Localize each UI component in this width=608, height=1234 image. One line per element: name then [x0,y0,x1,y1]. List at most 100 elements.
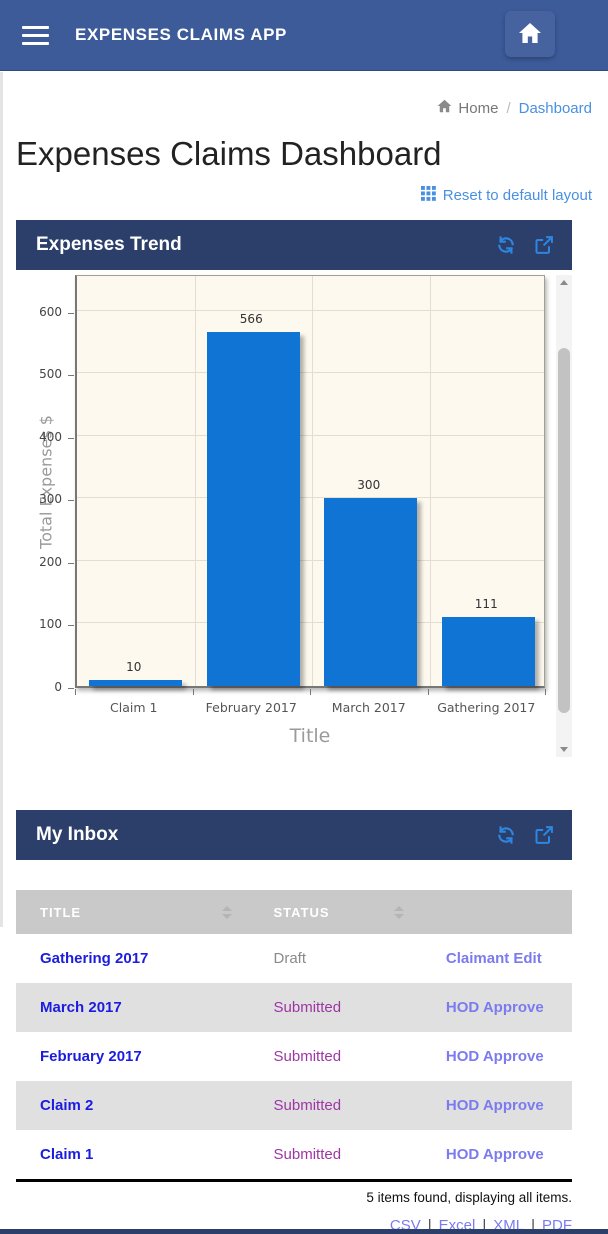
home-icon [437,99,452,117]
chart-gridline [77,622,544,624]
table-end-divider [16,1179,572,1182]
chart-plot-area [75,275,545,688]
chart-gridline [77,434,544,436]
x-category-label: February 2017 [205,700,297,715]
table-row: Gathering 2017 Draft Claimant Edit [16,934,572,983]
expenses-trend-title: Expenses Trend [36,234,182,255]
chart-gridline [77,559,544,561]
expenses-trend-chart: Total Expenses $ Title 0 100 200 300 400 500 6… [16,270,572,770]
workflow-action-link[interactable]: Claimant Edit [445,950,542,967]
table-row: Claim 1 Submitted HOD Approve [16,1130,572,1179]
x-category-label: Gathering 2017 [437,700,536,715]
y-tick-mark [68,437,74,439]
y-tick-label: 400 [39,429,62,444]
bar-value-label: 10 [126,659,142,674]
my-inbox-header: My Inbox [16,810,572,860]
claim-title-link[interactable]: March 2017 [40,999,122,1016]
sort-icon[interactable] [393,905,404,919]
scrollbar-thumb[interactable] [558,348,570,713]
y-tick-label: 200 [39,554,62,569]
export-separator: | [482,1217,487,1234]
inbox-table-body: Gathering 2017 Draft Claimant Edit March… [16,934,572,1179]
y-tick-mark [68,312,74,314]
status-badge: Draft [273,950,307,967]
y-tick-label: 0 [54,680,62,694]
chart-scrollbar[interactable] [556,275,572,757]
x-tick-mark [427,689,429,695]
refresh-icon[interactable] [496,235,516,255]
reset-layout-label: Reset to default layout [442,186,592,204]
claim-title-link[interactable]: Claim 1 [40,1146,94,1163]
status-badge: Submitted [273,1146,342,1163]
y-tick-mark [68,688,74,689]
y-tick-label: 500 [39,367,62,382]
bar-gathering-2017[interactable] [441,616,535,686]
chart-gridline [429,276,431,686]
chart-gridline [77,372,544,374]
column-header-status[interactable]: STATUS [249,890,422,934]
bar-claim-1[interactable] [89,679,183,686]
status-badge: Submitted [273,999,342,1016]
x-tick-mark [75,689,76,695]
claim-title-link[interactable]: Claim 2 [40,1097,94,1114]
y-tick-label: 300 [39,492,62,507]
chart-x-axis-label: Title [289,725,331,747]
menu-icon[interactable] [22,21,49,50]
workflow-action-link[interactable]: HOD Approve [445,1097,544,1114]
export-separator: | [531,1217,535,1234]
sort-icon[interactable] [221,905,232,919]
claim-title-link[interactable]: February 2017 [40,1048,142,1065]
x-tick-mark [310,689,311,695]
popout-icon[interactable] [534,825,554,845]
table-row: Claim 2 Submitted HOD Approve [16,1081,572,1130]
footer-bar [0,1229,608,1234]
workflow-action-link[interactable]: HOD Approve [445,1146,544,1163]
reset-layout-link[interactable]: Reset to default layout [420,185,592,205]
column-header-status-label: STATUS [273,904,330,920]
y-tick-mark [68,625,74,627]
home-icon [518,22,542,47]
home-button[interactable] [505,11,555,57]
my-inbox-panel: My Inbox [16,810,572,1234]
scrollbar-down-arrow-icon[interactable] [556,742,572,757]
popout-icon[interactable] [534,235,554,255]
status-badge: Submitted [273,1097,342,1114]
export-separator: | [427,1217,432,1234]
bar-value-label: 111 [474,596,498,611]
y-tick-label: 100 [39,617,62,632]
y-tick-label: 600 [39,304,62,319]
chart-gridline [194,276,196,686]
expenses-trend-header: Expenses Trend [16,220,572,270]
bar-february-2017[interactable] [206,331,300,686]
chart-gridline [77,309,544,311]
x-category-label: Claim 1 [110,700,158,715]
chart-gridline [312,276,313,686]
breadcrumb-home-label: Home [458,99,499,117]
breadcrumb-current[interactable]: Dashboard [518,99,592,117]
bar-value-label: 300 [357,478,381,493]
breadcrumb-home-link[interactable]: Home [437,99,498,117]
claim-title-link[interactable]: Gathering 2017 [40,950,149,967]
column-header-actions [421,890,572,934]
scrollbar-up-arrow-icon[interactable] [556,275,572,290]
workflow-action-link[interactable]: HOD Approve [445,999,544,1016]
breadcrumb: Home / Dashboard [16,97,592,119]
column-header-title[interactable]: TITLE [16,890,250,934]
x-tick-mark [545,689,546,695]
x-category-label: March 2017 [331,700,406,715]
status-badge: Submitted [273,1048,342,1065]
my-inbox-title: My Inbox [36,824,119,845]
table-row: February 2017 Submitted HOD Approve [16,1032,572,1081]
y-tick-mark [68,562,74,564]
inbox-table-header-row: TITLE STATUS [16,890,572,934]
grid-icon [420,185,436,205]
x-tick-mark [192,689,194,695]
bar-value-label: 566 [239,311,263,326]
workflow-action-link[interactable]: HOD Approve [445,1048,544,1065]
refresh-icon[interactable] [496,825,516,845]
y-tick-mark [68,375,74,377]
inbox-table: TITLE STATUS Gathering 2017 [16,890,572,1179]
expenses-trend-panel: Expenses Trend Total Expenses $ [16,220,572,770]
page-left-edge [0,72,3,927]
bar-march-2017[interactable] [324,498,418,686]
